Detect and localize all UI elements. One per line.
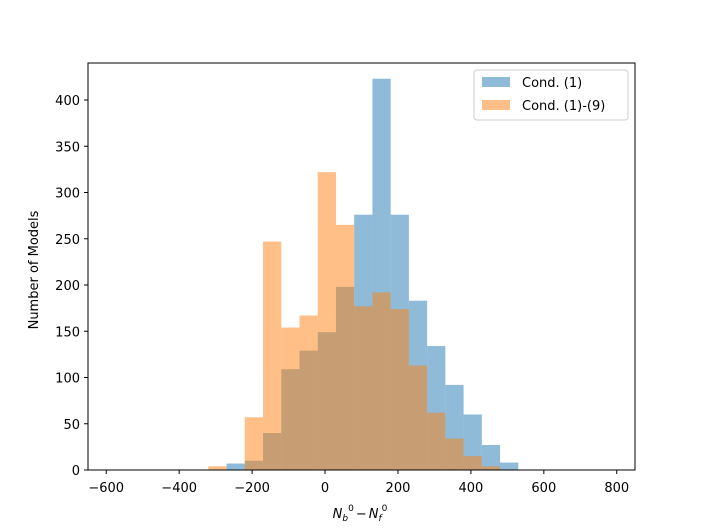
bar-series-1-bin-4	[281, 327, 300, 470]
bar-series-1-bin-6	[317, 172, 336, 470]
x-axis-label-base2: N	[369, 507, 379, 522]
x-axis-label-sup2: 0	[382, 504, 388, 514]
bar-series-0-bin-15	[500, 462, 519, 470]
x-axis-label-minus: −	[356, 507, 367, 522]
x-tick-label: 0	[321, 481, 329, 496]
histogram-bars	[208, 78, 519, 470]
y-tick-label: 0	[72, 464, 80, 479]
plot-area-frame	[87, 62, 636, 471]
bar-series-1-bin-7	[335, 224, 355, 470]
legend: Cond. (1) Cond. (1)-(9)	[473, 69, 629, 121]
bar-series-1-bin-14	[463, 456, 482, 470]
x-tick-label: 400	[458, 481, 483, 496]
x-tick-label: −400	[161, 481, 197, 496]
bar-series-1-bin-2	[244, 417, 264, 470]
legend-swatch-cond-1	[482, 77, 510, 87]
y-tick-label: 300	[55, 187, 80, 202]
bar-series-0-bin-14	[481, 445, 501, 470]
y-tick-label: 350	[55, 140, 80, 155]
y-tick-label: 250	[55, 233, 80, 248]
bar-series-1-bin-12	[427, 412, 446, 470]
bar-series-1-bin-15	[481, 466, 501, 470]
x-axis-label-sub1: b	[342, 514, 348, 524]
bar-series-1-bin-10	[390, 309, 409, 470]
y-tick-label: 50	[63, 418, 80, 433]
y-tick-label: 100	[55, 372, 80, 387]
x-axis-label-sub2: f	[378, 514, 383, 524]
y-tick-label: 200	[55, 279, 80, 294]
bar-series-1-bin-0	[208, 466, 227, 470]
bar-series-1-bin-13	[445, 438, 464, 470]
bar-series-1-bin-3	[263, 241, 282, 470]
x-tick-label: −600	[88, 481, 124, 496]
bar-series-1-bin-5	[299, 315, 318, 470]
y-tick-label: 400	[55, 94, 80, 109]
legend-swatch-cond-1-9	[482, 100, 510, 110]
x-axis-label-base1: N	[333, 507, 343, 522]
x-axis-label-sup1: 0	[348, 504, 354, 514]
x-tick-label: −200	[234, 481, 270, 496]
legend-label-cond-1-9: Cond. (1)-(9)	[522, 99, 605, 114]
legend-box	[473, 69, 629, 121]
x-tick-label: 800	[604, 481, 629, 496]
x-axis-label: Nb0− Nf0	[333, 504, 388, 524]
bar-series-1-bin-8	[354, 306, 373, 470]
x-axis-ticks: −600 −400 −200 0 200 400 600 800	[88, 470, 629, 496]
bar-series-0-bin-0	[226, 463, 245, 470]
x-tick-label: 200	[386, 481, 411, 496]
y-tick-label: 150	[55, 325, 80, 340]
x-tick-label: 600	[531, 481, 556, 496]
y-axis-label: Number of Models	[27, 210, 42, 329]
y-axis-ticks: 0 50 100 150 200 250 300 350 400	[55, 94, 88, 479]
bar-series-1-bin-11	[408, 365, 428, 470]
legend-label-cond-1: Cond. (1)	[522, 76, 582, 91]
bar-series-1-bin-9	[372, 292, 391, 470]
